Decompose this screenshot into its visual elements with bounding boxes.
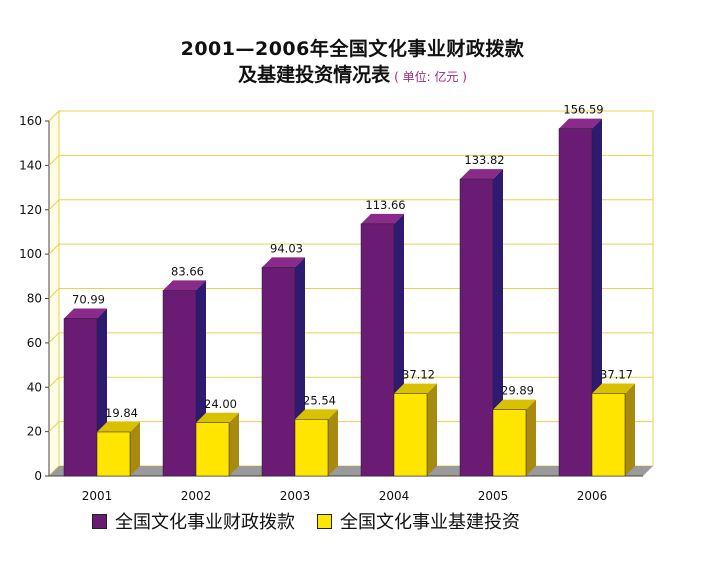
legend-item-series1: 全国文化事业财政拨款 xyxy=(92,508,295,534)
bar-series1-value-label: 83.66 xyxy=(171,264,204,278)
bar-series2-top xyxy=(493,399,536,410)
bar-series1-top xyxy=(460,169,503,180)
bar-series1-value-label: 113.66 xyxy=(365,198,405,212)
legend-label-series2: 全国文化事业基建投资 xyxy=(340,512,520,533)
bar-series2-top xyxy=(394,383,437,394)
bar-series2-top xyxy=(592,383,635,394)
gridline xyxy=(48,199,653,211)
bar-series1 xyxy=(261,267,296,477)
y-tick-label: 160 xyxy=(19,114,42,128)
bar-series1-top xyxy=(163,280,206,291)
chart-subtitle: 及基建投资情况表( 单位: 亿元 ) xyxy=(0,60,705,87)
y-tick-label: 20 xyxy=(27,425,42,439)
y-tick-label: 120 xyxy=(19,203,42,217)
bar-series2-value-label: 24.00 xyxy=(204,397,237,411)
y-tick-label: 100 xyxy=(19,247,42,261)
y-tick-label: 60 xyxy=(27,336,42,350)
legend-swatch-series1 xyxy=(92,513,107,529)
bar-series2-side xyxy=(328,409,338,476)
bar-series2-side xyxy=(625,383,635,476)
bar-series1-value-label: 70.99 xyxy=(72,292,105,306)
bar-series2-side xyxy=(229,412,239,476)
legend-item-series2: 全国文化事业基建投资 xyxy=(317,508,520,534)
gridline xyxy=(48,154,653,166)
bar-series2-value-label: 19.84 xyxy=(105,406,138,420)
bar-series2-side xyxy=(130,421,140,476)
x-tick-label: 2003 xyxy=(280,489,311,503)
chart-title-line2: 及基建投资情况表 xyxy=(238,64,391,86)
bar-series2-top xyxy=(97,421,140,432)
gridline xyxy=(48,288,653,299)
legend-swatch-series2 xyxy=(317,513,332,529)
bar-series1-top xyxy=(64,308,107,319)
bar-series1 xyxy=(162,290,197,477)
y-tick-label: 40 xyxy=(27,380,42,394)
y-tick-label: 0 xyxy=(34,469,42,483)
bar-series2 xyxy=(195,422,230,477)
bar-series1-side xyxy=(493,169,503,477)
bar-series1-value-label: 94.03 xyxy=(270,241,303,255)
legend: 全国文化事业财政拨款 全国文化事业基建投资 xyxy=(92,508,542,534)
bar-series1-value-label: 156.59 xyxy=(563,103,603,117)
bar-series2-value-label: 37.12 xyxy=(402,368,435,382)
x-tick-label: 2004 xyxy=(379,489,410,503)
bar-series1-top xyxy=(559,118,602,129)
gridline xyxy=(48,110,653,122)
bar-series2 xyxy=(591,393,626,477)
bar-series2-value-label: 25.54 xyxy=(303,393,336,407)
bar-series2-side xyxy=(427,383,437,476)
bar-series2 xyxy=(492,409,527,477)
bar-series2-side xyxy=(526,399,536,476)
y-tick-label: 80 xyxy=(27,292,42,306)
bar-series1-top xyxy=(262,257,305,268)
bar-series2-value-label: 37.17 xyxy=(600,368,633,382)
bar-series1 xyxy=(558,128,593,477)
legend-label-series1: 全国文化事业财政拨款 xyxy=(115,512,295,533)
bar-series2 xyxy=(294,419,329,477)
bar-series2 xyxy=(393,393,428,477)
gridline xyxy=(48,243,653,255)
x-tick-label: 2005 xyxy=(478,489,509,503)
unit-label: ( 单位: 亿元 ) xyxy=(394,70,467,84)
x-tick-label: 2006 xyxy=(577,489,608,503)
bar-series2-top xyxy=(196,412,239,423)
bar-series2-value-label: 29.89 xyxy=(501,384,534,398)
bar-series1-value-label: 133.82 xyxy=(464,153,504,167)
bar-series1 xyxy=(459,178,494,477)
bar-series1 xyxy=(63,318,98,477)
x-tick-label: 2001 xyxy=(82,489,113,503)
gridline xyxy=(48,421,653,432)
bar-series2-top xyxy=(295,409,338,420)
x-tick-label: 2002 xyxy=(181,489,212,503)
gridline xyxy=(48,376,653,388)
gridline xyxy=(48,332,653,344)
y-tick-label: 140 xyxy=(19,158,42,172)
chart-title: 2001—2006年全国文化事业财政拨款 xyxy=(180,38,525,60)
bar-series1-top xyxy=(361,213,404,224)
bar-series1 xyxy=(360,223,395,477)
bar-series2 xyxy=(96,431,131,477)
